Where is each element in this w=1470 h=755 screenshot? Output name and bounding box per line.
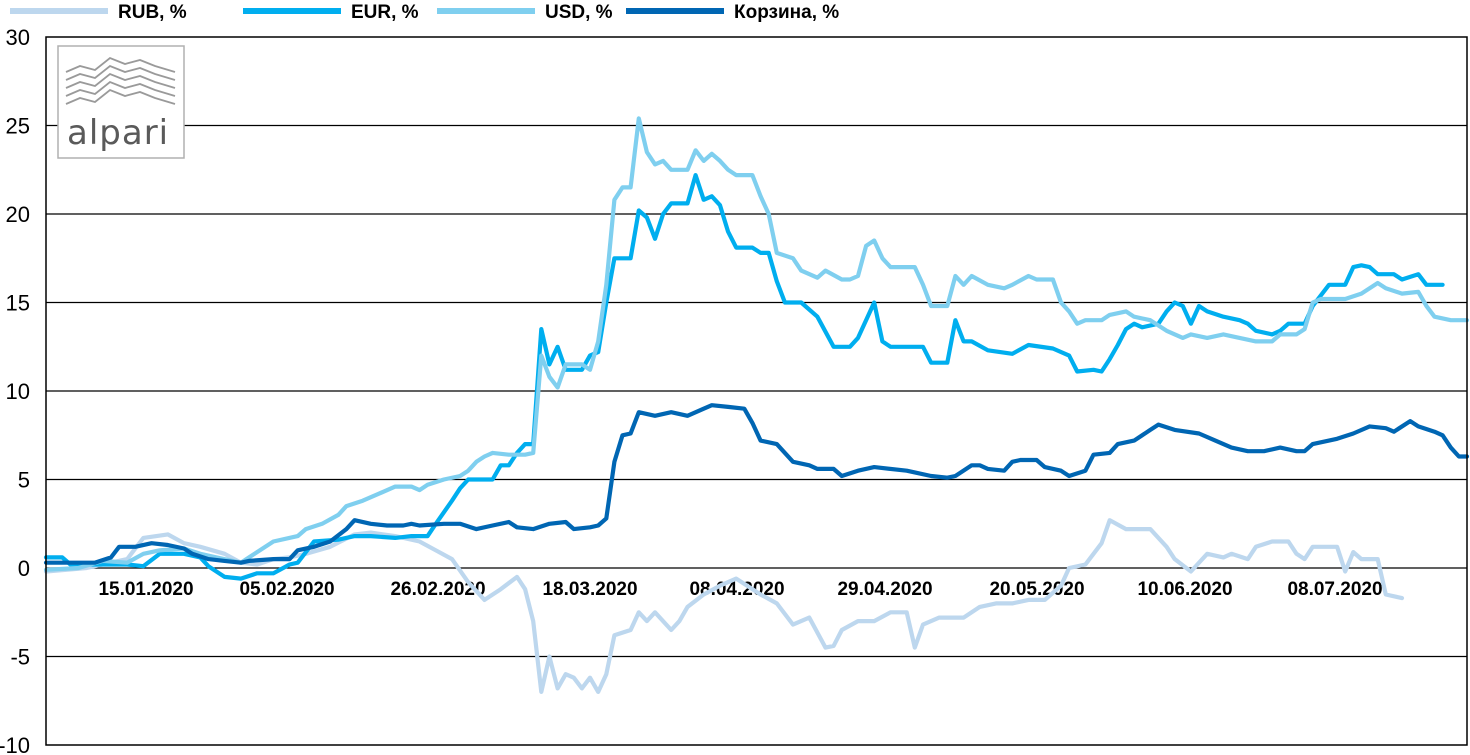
- legend-label-3: Корзина, %: [734, 2, 839, 23]
- series-line-3: [43, 403, 1470, 565]
- series-line-1: [43, 173, 1445, 581]
- x-tick-label-3: 18.03.2020: [542, 579, 637, 600]
- y-tick-label-8: -10: [0, 733, 30, 755]
- x-tick-label-5: 29.04.2020: [837, 579, 932, 600]
- x-tick-label-7: 10.06.2020: [1137, 579, 1232, 600]
- x-tick-label-8: 08.07.2020: [1287, 579, 1382, 600]
- y-tick-label-1: 25: [6, 114, 30, 139]
- y-tick-label-0: 30: [6, 25, 30, 50]
- y-tick-label-6: 0: [18, 556, 30, 581]
- y-tick-label-3: 15: [6, 291, 30, 316]
- y-tick-label-5: 5: [18, 468, 30, 493]
- x-tick-label-1: 05.02.2020: [239, 579, 334, 600]
- legend-label-0: RUB, %: [118, 2, 187, 23]
- legend-label-1: EUR, %: [351, 2, 419, 23]
- mountain-waves-icon: [65, 56, 176, 105]
- y-tick-label-4: 10: [6, 379, 30, 404]
- x-tick-label-0: 15.01.2020: [98, 579, 193, 600]
- x-axis: 15.01.2020 05.02.2020 26.02.2020 18.03.2020…: [98, 579, 1382, 600]
- y-tick-label-2: 20: [6, 202, 30, 227]
- x-tick-label-6: 20.05.2020: [989, 579, 1084, 600]
- logo-text: alpari: [67, 113, 169, 153]
- legend: RUB, % EUR, % USD, % Корзина, %: [10, 2, 839, 23]
- x-tick-label-2: 26.02.2020: [390, 579, 485, 600]
- legend-label-2: USD, %: [545, 2, 613, 23]
- grid-lines: [46, 124, 1467, 658]
- alpari-logo: alpari: [57, 45, 185, 159]
- y-axis: 30 25 20 15 10 5 0 -5 -10: [0, 25, 30, 755]
- y-tick-label-7: -5: [10, 645, 30, 670]
- series-lines: [43, 116, 1470, 694]
- series-line-2: [43, 116, 1470, 572]
- series-line-0: [43, 518, 1405, 694]
- plot-frame: [45, 36, 1468, 746]
